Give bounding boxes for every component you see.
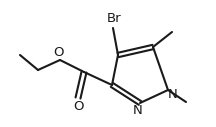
Text: N: N <box>168 89 178 101</box>
Text: O: O <box>54 46 64 60</box>
Text: Br: Br <box>107 12 121 25</box>
Text: N: N <box>133 105 143 117</box>
Text: O: O <box>73 99 83 113</box>
